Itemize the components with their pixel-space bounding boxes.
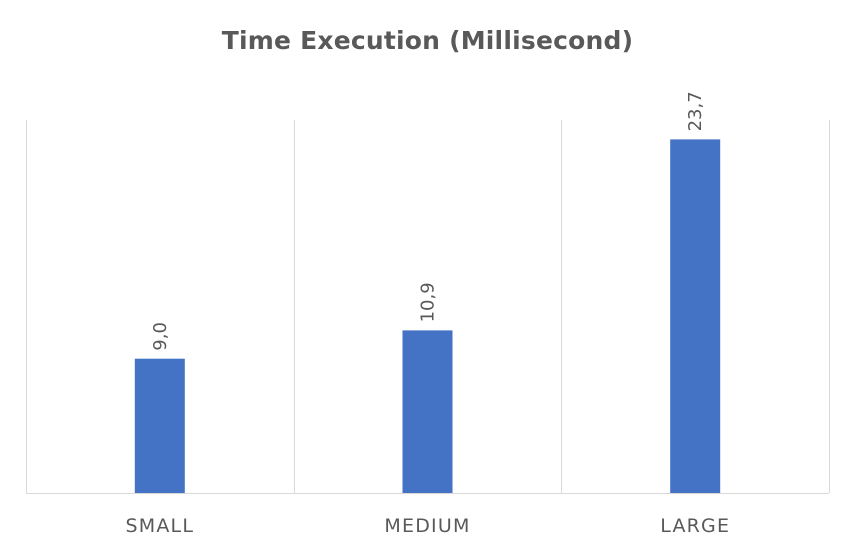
bar-large [670, 139, 721, 493]
category-label-medium: MEDIUM [384, 515, 470, 537]
data-label-large: 23,7 [685, 91, 706, 131]
data-label-medium: 10,9 [418, 282, 439, 322]
category-label-large: LARGE [660, 515, 730, 537]
data-label-small: 9,0 [150, 322, 171, 351]
bar-small [134, 358, 185, 493]
category-label-small: SMALL [125, 515, 194, 537]
bar-medium [402, 330, 453, 493]
chart-title: Time Execution (Millisecond) [221, 26, 634, 55]
